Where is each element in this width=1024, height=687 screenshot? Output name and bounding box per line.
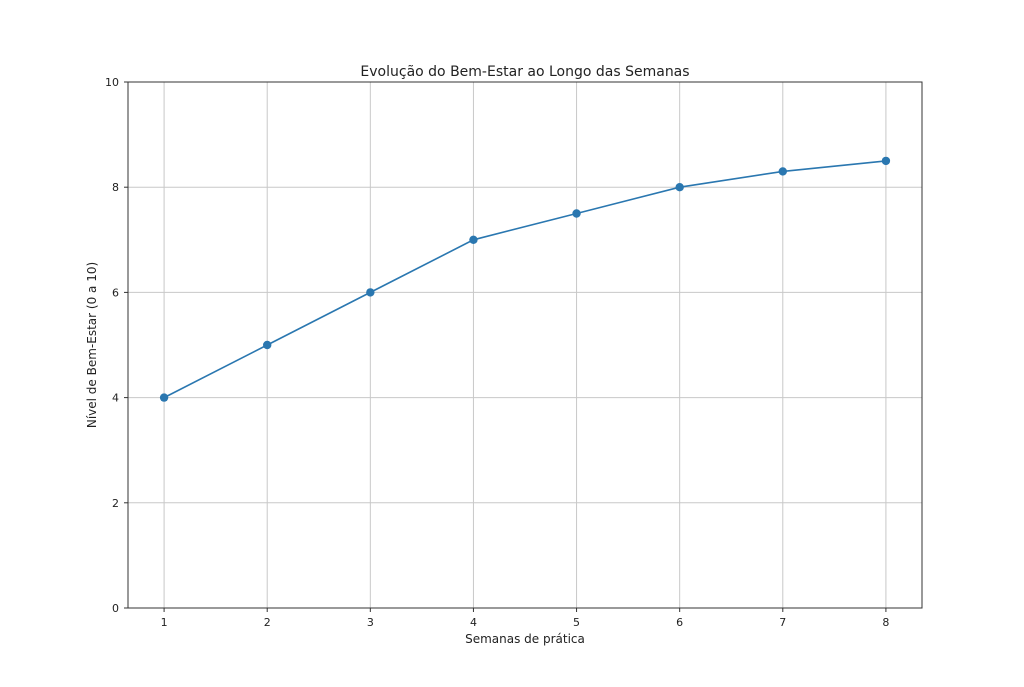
y-tick-label: 10 (105, 76, 119, 89)
x-tick-label: 2 (264, 616, 271, 629)
data-point (469, 235, 478, 244)
y-tick-label: 6 (112, 286, 119, 299)
x-tick-label: 4 (470, 616, 477, 629)
y-axis-label: Nível de Bem-Estar (0 a 10) (85, 262, 99, 428)
x-axis-label: Semanas de prática (465, 632, 585, 646)
data-point (263, 340, 272, 350)
x-tick-label: 7 (779, 616, 786, 629)
data-point (778, 167, 787, 176)
chart-title: Evolução do Bem-Estar ao Longo das Seman… (360, 64, 689, 80)
y-tick-label: 2 (112, 497, 119, 510)
ticks: 1 2 3 4 5 6 7 8 0 2 4 6 8 10 (105, 76, 889, 629)
x-tick-label: 1 (161, 616, 168, 629)
grid (128, 81, 922, 609)
x-tick-label: 6 (676, 616, 683, 629)
data-point (159, 393, 169, 402)
series-line (163, 160, 886, 399)
data-point (881, 156, 891, 166)
series (159, 156, 891, 402)
y-tick-label: 0 (112, 602, 119, 615)
plot-frame (127, 81, 923, 609)
x-tick-label: 8 (882, 616, 889, 629)
x-tick-label: 3 (367, 616, 374, 629)
y-tick-label: 4 (112, 392, 119, 405)
data-point (572, 209, 581, 218)
data-point (366, 288, 375, 297)
x-tick-label: 5 (573, 616, 580, 629)
data-point (675, 183, 684, 192)
y-tick-label: 8 (112, 181, 119, 194)
